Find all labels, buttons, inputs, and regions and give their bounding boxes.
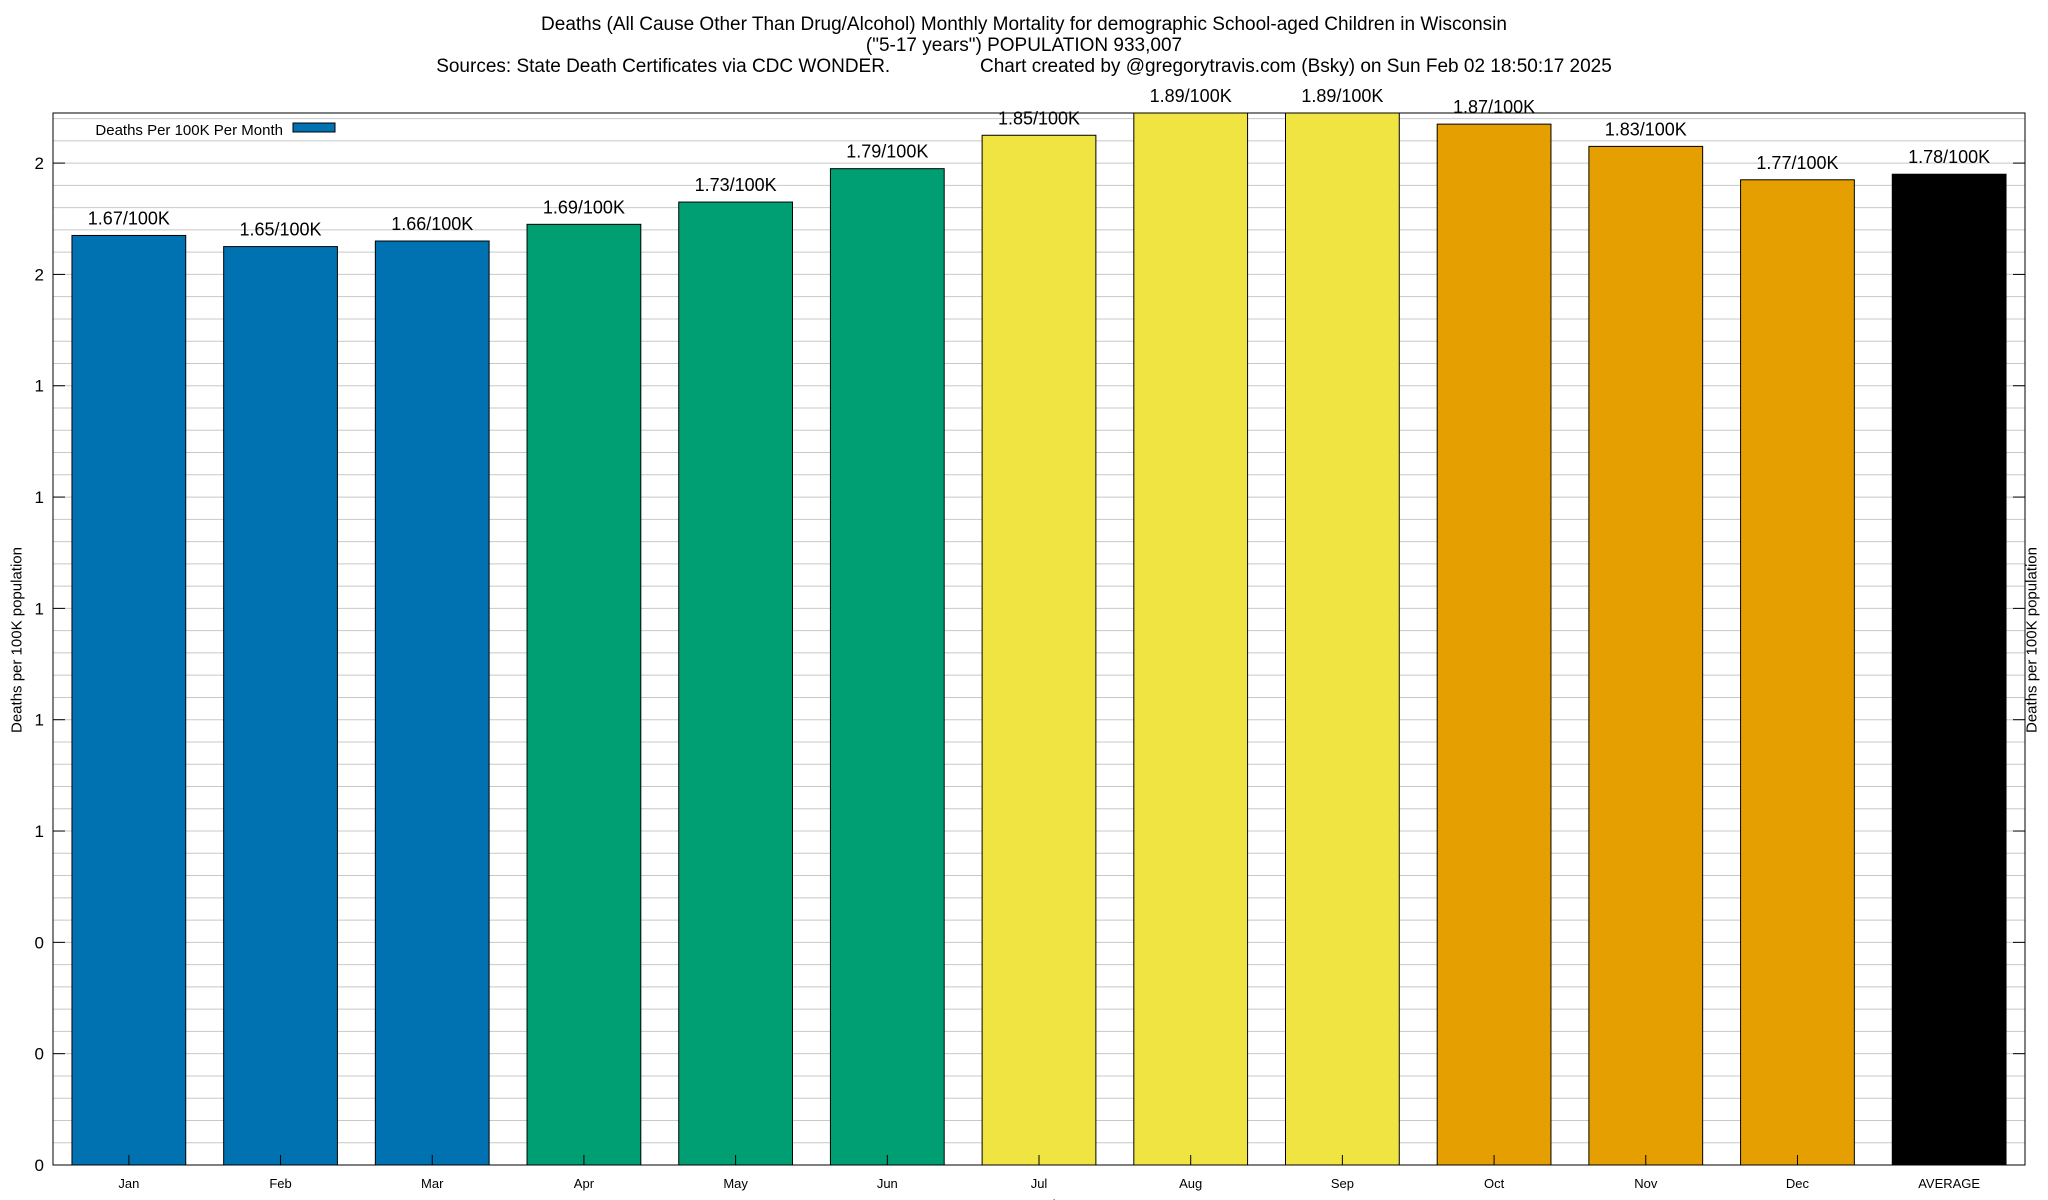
x-tick-label: Jun xyxy=(877,1176,898,1191)
bar-value-label: 1.73/100K xyxy=(695,175,777,195)
bar-average xyxy=(1891,173,2007,1166)
y-tick-label: 2 xyxy=(35,265,44,284)
bar-value-label: 1.89/100K xyxy=(1150,86,1232,106)
x-tick-label: May xyxy=(723,1176,748,1191)
y-tick-label: 1 xyxy=(35,822,44,841)
bar-value-label: 1.66/100K xyxy=(391,214,473,234)
bar-feb xyxy=(223,246,338,1166)
bar-aug xyxy=(1133,112,1249,1166)
bar-value-label: 1.79/100K xyxy=(846,142,928,162)
x-tick-label: Mar xyxy=(421,1176,444,1191)
x-tick-label: Nov xyxy=(1634,1176,1658,1191)
bar-value-label: 1.77/100K xyxy=(1756,153,1838,173)
x-tick-label: Oct xyxy=(1484,1176,1505,1191)
x-tick-label: Apr xyxy=(574,1176,595,1191)
y-tick-label: 0 xyxy=(35,1045,44,1064)
frame-layer: 0 0 0 1 1 1 1 1 2 2 Jan Feb Mar Apr May Jun Jul Aug Sep Oct… xyxy=(35,112,2026,1200)
x-tick-label: Jul xyxy=(1031,1176,1048,1191)
bars-layer: 1.67/100K 1.65/100K 1.66/100K 1.69/100K 1.73… xyxy=(71,86,2007,1166)
y-tick-label: 0 xyxy=(35,1156,44,1175)
y-tick-label: 1 xyxy=(35,711,44,730)
y-tick-label: 1 xyxy=(35,488,44,507)
x-axis-label: Month xyxy=(1017,1198,1061,1200)
bar-value-label: 1.83/100K xyxy=(1605,119,1687,139)
bar-value-label: 1.69/100K xyxy=(543,197,625,217)
legend-swatch xyxy=(292,122,336,133)
y-tick-label: 1 xyxy=(35,599,44,618)
bar-value-label: 1.87/100K xyxy=(1453,97,1535,117)
chart-source-line: Sources: State Death Certificates via CD… xyxy=(0,56,2048,77)
bar-mar xyxy=(374,240,490,1166)
x-tick-label: Jan xyxy=(118,1176,139,1191)
x-tick-label: Aug xyxy=(1179,1176,1202,1191)
chart-title: Deaths (All Cause Other Than Drug/Alcoho… xyxy=(541,14,1507,35)
bar-value-label: 1.89/100K xyxy=(1301,86,1383,106)
bar-dec xyxy=(1740,179,1855,1166)
bar-value-label: 1.78/100K xyxy=(1908,147,1990,167)
plot-border xyxy=(52,112,2026,1166)
bar-apr xyxy=(526,223,642,1166)
y-tick-label: 0 xyxy=(35,933,44,952)
y2-axis-label: Deaths per 100K population xyxy=(2023,547,2041,733)
bar-sep xyxy=(1285,112,1400,1166)
y-axis-label: Deaths per 100K population xyxy=(8,547,26,733)
x-tick-label: Dec xyxy=(1786,1176,1810,1191)
chart-credit: Chart created by @gregorytravis.com (Bsk… xyxy=(979,56,1612,77)
chart-sources: Sources: State Death Certificates via CD… xyxy=(436,56,891,77)
chart-subtitle: ("5-17 years") POPULATION 933,007 xyxy=(865,35,1183,56)
bar-value-label: 1.67/100K xyxy=(88,208,170,228)
bar-oct xyxy=(1436,123,1552,1166)
bar-jun xyxy=(829,168,945,1166)
chart-title-block: Deaths (All Cause Other Than Drug/Alcoho… xyxy=(0,14,2048,77)
legend-label: Deaths Per 100K Per Month xyxy=(95,122,283,139)
legend: Deaths Per 100K Per Month xyxy=(95,122,336,139)
y-tick-label: 1 xyxy=(35,377,44,396)
y-tick-label: 2 xyxy=(35,154,44,173)
bar-nov xyxy=(1588,145,1704,1166)
bar-value-label: 1.65/100K xyxy=(239,220,321,240)
x-tick-label: Feb xyxy=(269,1176,291,1191)
bar-jan xyxy=(71,234,187,1166)
bar-may xyxy=(678,201,794,1166)
x-tick-label: Sep xyxy=(1331,1176,1354,1191)
bar-value-label: 1.85/100K xyxy=(998,108,1080,128)
x-tick-label: AVERAGE xyxy=(1918,1176,1980,1191)
bar-jul xyxy=(981,134,1097,1166)
